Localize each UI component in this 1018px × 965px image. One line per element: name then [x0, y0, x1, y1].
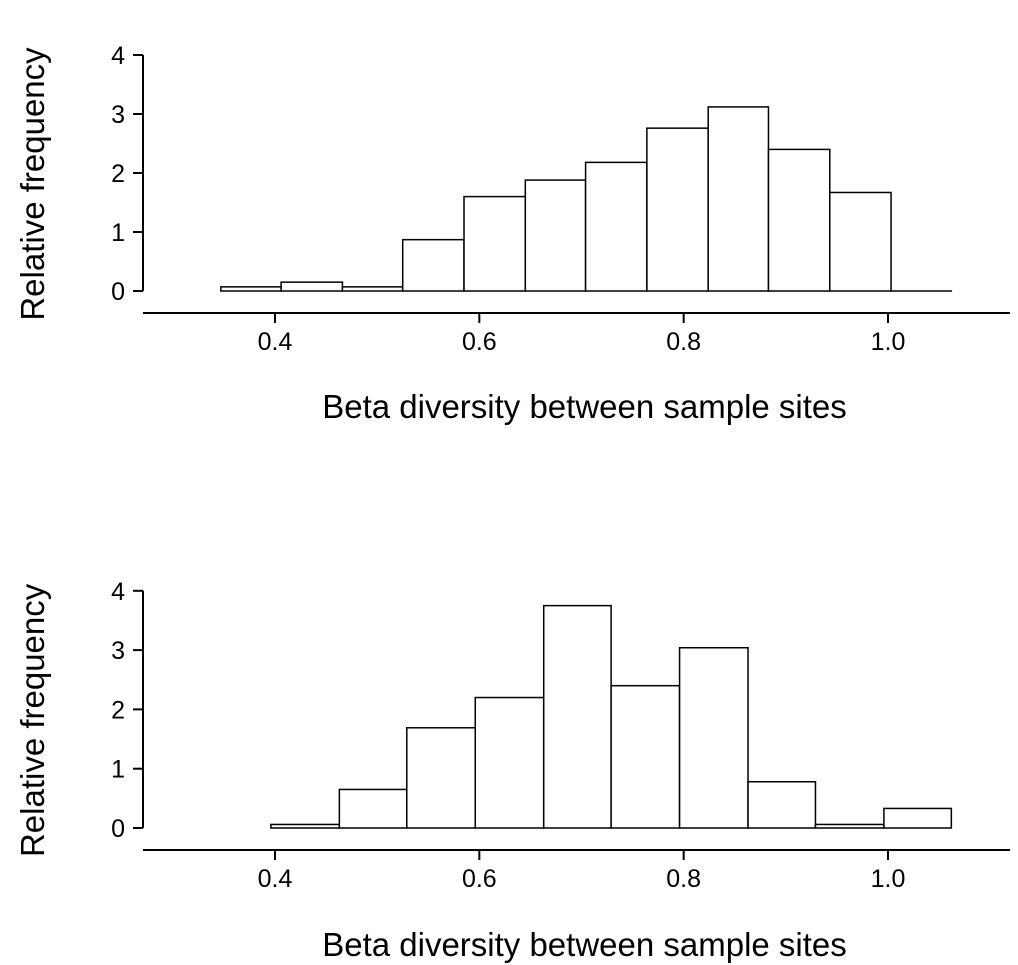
x-tick-label: 1.0	[871, 865, 906, 893]
x-axis-title: Beta diversity between sample sites	[322, 388, 847, 425]
histogram-bar	[341, 286, 404, 292]
histogram-bar	[463, 195, 527, 292]
histogram-bar	[270, 823, 341, 829]
histogram-bar	[220, 286, 282, 292]
histogram-bar	[280, 281, 344, 292]
y-tick-label: 4	[111, 42, 125, 70]
histogram-panel-bottom: 0 1 2 3 4 0.4 0.6 0.8 1.0 Beta diversity between …	[14, 578, 1010, 963]
histogram-bar	[338, 788, 408, 829]
y-tick-label: 2	[111, 160, 125, 188]
histogram-bar	[474, 696, 545, 829]
histogram-bar	[883, 807, 953, 829]
x-tick-label: 0.6	[462, 328, 497, 356]
histogram-bar	[610, 684, 681, 829]
x-tick-label: 0.4	[258, 328, 293, 356]
histogram-bar	[707, 106, 770, 292]
x-tick-label: 0.8	[666, 865, 701, 893]
histogram-bar	[584, 161, 648, 292]
y-tick-label: 0	[111, 815, 125, 843]
x-axis-title: Beta diversity between sample sites	[322, 926, 847, 963]
y-tick-label: 1	[111, 219, 125, 247]
y-tick-label: 4	[111, 578, 125, 606]
y-axis-title: Relative frequency	[14, 583, 51, 857]
histogram-bar	[829, 191, 892, 292]
histogram-bar	[406, 727, 476, 829]
histogram-panel-top: 0 1 2 3 4 0.4 0.6 0.8 1.0 Beta diversity between …	[14, 42, 1010, 425]
x-tick-label: 0.6	[462, 865, 497, 893]
y-tick-label: 2	[111, 696, 125, 724]
histogram-bar	[747, 780, 817, 829]
histogram-bar	[542, 604, 612, 829]
histogram-bar	[678, 646, 749, 829]
histogram-bar	[767, 148, 831, 292]
y-tick-label: 0	[111, 278, 125, 306]
histogram-bar	[401, 238, 465, 292]
y-tick-label: 1	[111, 756, 125, 784]
x-tick-label: 0.4	[258, 865, 293, 893]
y-tick-label: 3	[111, 637, 125, 665]
y-tick-label: 3	[111, 101, 125, 129]
histogram-bar	[524, 179, 587, 292]
x-tick-label: 1.0	[871, 328, 906, 356]
y-axis-title: Relative frequency	[14, 47, 51, 321]
histogram-bar	[646, 127, 709, 292]
x-tick-label: 0.8	[666, 328, 701, 356]
histogram-bar	[814, 823, 885, 829]
